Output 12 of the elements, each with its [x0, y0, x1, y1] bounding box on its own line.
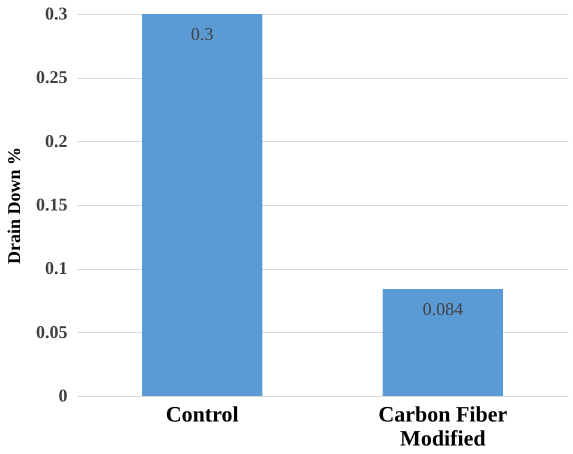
- x-tick-label: Carbon Fiber Modified: [378, 402, 508, 450]
- y-tick-label: 0.25: [36, 67, 68, 88]
- y-tick-label: 0.15: [36, 194, 68, 214]
- y-axis-title: Drain Down %: [4, 146, 24, 264]
- y-tick-label: 0.1: [45, 258, 68, 278]
- x-tick-label: Control: [166, 402, 239, 426]
- data-label: 0.3: [190, 24, 214, 44]
- y-tick-label: 0.2: [45, 130, 68, 151]
- y-tick-label: 0.3: [45, 4, 68, 24]
- y-tick-label: 0: [58, 386, 68, 406]
- data-label: 0.084: [422, 299, 464, 320]
- y-tick-label: 0.05: [36, 322, 68, 342]
